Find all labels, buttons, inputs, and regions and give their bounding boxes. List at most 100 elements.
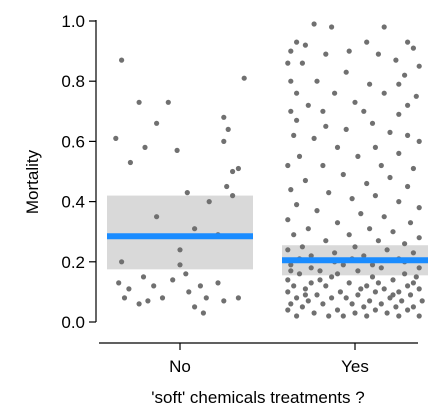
y-tick-label-1: 0.2: [61, 253, 85, 272]
data-point-yes-129: [361, 304, 367, 310]
data-point-yes-55: [288, 187, 294, 193]
data-point-yes-93: [296, 271, 303, 277]
data-point-yes-118: [343, 295, 349, 301]
x-tick-label-yes: Yes: [341, 357, 369, 376]
data-point-yes-4: [302, 42, 308, 48]
data-point-yes-27: [305, 102, 311, 108]
data-point-yes-3: [294, 39, 300, 45]
data-point-yes-37: [387, 129, 393, 135]
data-point-yes-48: [320, 162, 326, 169]
data-point-yes-115: [294, 295, 300, 301]
data-point-yes-82: [410, 250, 416, 256]
data-point-no-41: [200, 310, 206, 316]
data-point-yes-15: [416, 63, 422, 69]
data-point-yes-28: [405, 102, 411, 108]
data-point-yes-144: [302, 292, 308, 298]
data-point-yes-0: [311, 21, 317, 27]
data-point-yes-71: [390, 229, 396, 235]
data-point-yes-108: [337, 289, 343, 295]
data-point-yes-76: [375, 238, 381, 244]
data-point-yes-145: [375, 280, 381, 286]
data-point-no-37: [221, 298, 227, 304]
x-tick-label-no: No: [169, 357, 191, 376]
data-point-yes-101: [410, 280, 416, 286]
data-point-no-9: [225, 126, 231, 132]
data-point-yes-30: [361, 108, 367, 114]
data-point-yes-53: [302, 177, 308, 184]
y-axis-title: Mortality: [23, 149, 42, 214]
data-point-yes-149: [358, 286, 364, 292]
data-point-no-23: [177, 262, 183, 268]
data-point-yes-1: [329, 24, 335, 30]
data-point-yes-109: [396, 289, 402, 295]
data-point-yes-112: [314, 292, 320, 298]
data-point-yes-7: [410, 45, 416, 51]
data-point-no-16: [206, 199, 212, 205]
data-point-yes-61: [396, 199, 402, 205]
data-point-yes-29: [288, 108, 294, 114]
data-point-yes-18: [288, 78, 294, 84]
data-point-yes-84: [308, 253, 314, 259]
data-point-no-36: [203, 295, 209, 301]
data-point-yes-98: [390, 277, 396, 283]
data-point-yes-77: [402, 241, 408, 247]
data-point-yes-54: [364, 180, 370, 187]
data-point-no-34: [159, 295, 166, 301]
data-point-yes-78: [299, 244, 305, 250]
data-point-yes-141: [364, 313, 370, 319]
data-point-no-32: [121, 295, 128, 301]
data-point-yes-150: [390, 292, 396, 298]
data-point-yes-151: [288, 268, 294, 274]
data-point-yes-50: [410, 165, 416, 172]
data-point-yes-34: [323, 123, 329, 129]
data-point-yes-135: [311, 310, 317, 316]
data-point-yes-33: [294, 117, 300, 123]
data-point-no-6: [165, 99, 171, 105]
data-point-yes-153: [308, 265, 314, 271]
data-point-yes-52: [387, 174, 393, 181]
data-point-yes-20: [367, 81, 373, 87]
data-point-yes-9: [323, 51, 329, 57]
data-point-no-7: [174, 147, 180, 153]
data-point-yes-102: [291, 283, 297, 289]
data-point-yes-130: [393, 304, 399, 310]
data-point-yes-5: [364, 39, 370, 45]
data-point-no-3: [136, 99, 142, 105]
data-point-yes-35: [369, 120, 376, 126]
data-point-yes-95: [329, 274, 335, 280]
data-point-yes-147: [405, 283, 411, 289]
y-tick-label-0: 0.0: [61, 313, 85, 332]
data-point-yes-89: [378, 265, 384, 271]
data-point-no-28: [140, 274, 147, 280]
data-point-yes-99: [308, 280, 314, 286]
data-point-yes-124: [320, 301, 326, 307]
data-point-yes-45: [355, 153, 361, 159]
data-point-yes-2: [381, 24, 387, 30]
data-point-yes-127: [410, 304, 416, 310]
data-point-yes-128: [299, 304, 305, 310]
data-point-no-24: [183, 271, 189, 277]
data-point-yes-113: [355, 292, 361, 298]
data-point-yes-14: [393, 57, 399, 63]
data-point-yes-116: [329, 295, 335, 301]
data-point-no-18: [154, 214, 160, 220]
data-point-yes-25: [413, 93, 419, 99]
data-point-yes-81: [384, 247, 390, 253]
data-point-yes-106: [416, 286, 422, 292]
data-point-no-19: [192, 226, 198, 232]
data-point-yes-152: [413, 274, 419, 280]
data-point-no-0: [113, 135, 119, 141]
data-point-no-39: [136, 301, 142, 307]
data-point-yes-23: [332, 90, 338, 96]
data-point-yes-46: [396, 150, 402, 156]
data-point-no-13: [230, 168, 236, 175]
data-point-yes-138: [294, 313, 300, 319]
data-point-yes-83: [332, 250, 338, 256]
data-point-yes-64: [358, 211, 364, 217]
data-point-yes-88: [340, 262, 346, 268]
data-point-no-12: [235, 165, 241, 172]
data-point-yes-12: [285, 60, 291, 66]
data-point-yes-58: [372, 193, 378, 199]
data-point-yes-123: [288, 301, 294, 307]
